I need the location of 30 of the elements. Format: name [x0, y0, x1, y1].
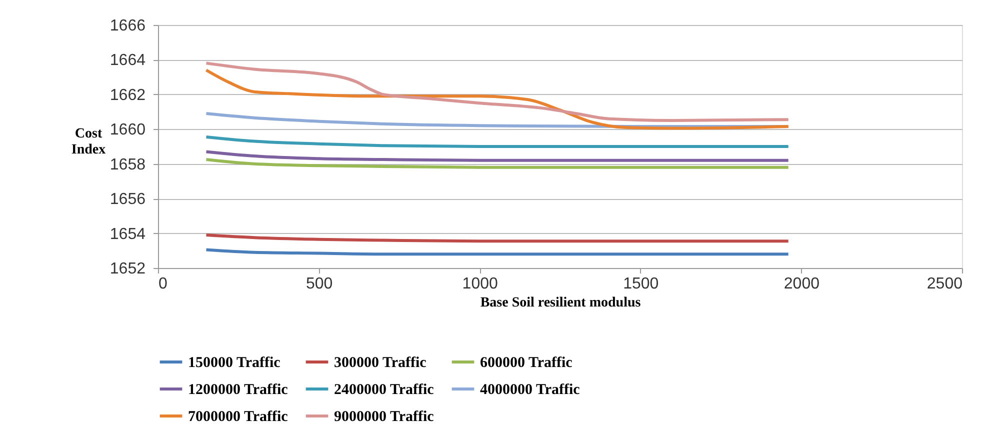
y-tick-label: 1660 — [110, 122, 146, 139]
y-tick-label: 1656 — [110, 191, 146, 208]
line-series — [204, 135, 790, 148]
legend-label: 4000000 Traffic — [480, 382, 580, 398]
y-tick-label: 1662 — [110, 86, 146, 104]
x-tick-label: 500 — [306, 276, 333, 292]
y-tick-label: 1664 — [110, 52, 146, 70]
x-tick-label: 2500 — [926, 276, 963, 292]
legend-label: 600000 Traffic — [480, 355, 573, 371]
legend-label: 1200000 Traffic — [188, 382, 288, 398]
x-tick-label: 1500 — [623, 276, 659, 292]
line-series — [204, 68, 790, 130]
line-series — [204, 158, 790, 169]
x-tick-label: 1000 — [462, 276, 498, 292]
y-tick-label: 1652 — [110, 260, 146, 278]
legend-label: 2400000 Traffic — [334, 382, 434, 398]
y-axis-title: Cost Index — [71, 126, 106, 158]
legend-label: 150000 Traffic — [188, 355, 281, 371]
x-tick-label: 2000 — [784, 276, 820, 292]
y-tick-label: 1654 — [110, 226, 146, 243]
x-tick-label: 0 — [158, 276, 168, 292]
y-tick-label: 1666 — [110, 18, 146, 34]
y-tick-label: 1658 — [110, 156, 146, 174]
legend-label: 9000000 Traffic — [334, 409, 434, 425]
legend-label: 7000000 Traffic — [188, 409, 288, 425]
legend-label: 300000 Traffic — [334, 355, 427, 371]
x-axis-title: Base Soil resilient modulus — [480, 296, 642, 310]
line-series — [204, 150, 790, 162]
line-series — [204, 234, 790, 243]
line-series — [204, 62, 790, 122]
